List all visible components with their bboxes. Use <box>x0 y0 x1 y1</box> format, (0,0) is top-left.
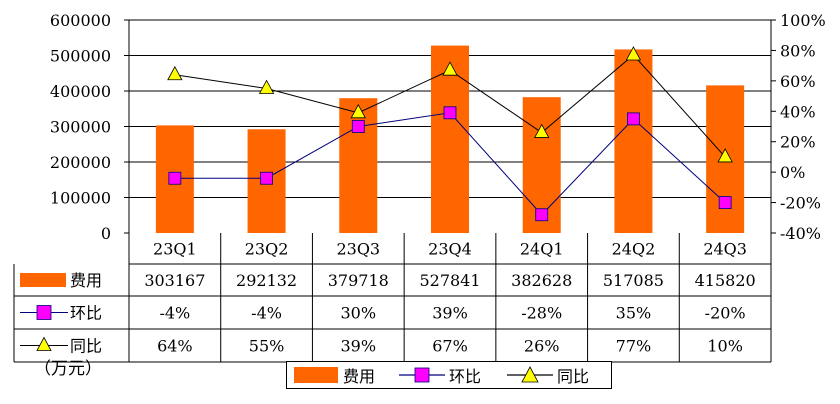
right-tick-label: 0% <box>780 163 805 182</box>
right-tick-label: -40% <box>780 224 821 243</box>
legend-bar-swatch <box>294 367 338 383</box>
left-tick-label: 400000 <box>50 82 111 101</box>
category-label: 24Q1 <box>520 240 564 259</box>
table-cell: 303167 <box>144 271 205 290</box>
mom-marker <box>535 208 549 222</box>
yoy-marker <box>258 79 275 94</box>
table-cell: 35% <box>616 304 652 323</box>
legend: 费用 环比 同比 <box>286 361 612 389</box>
category-label: 23Q1 <box>153 240 197 259</box>
row-key-triangle <box>36 336 52 351</box>
legend-label-mom: 环比 <box>449 367 482 386</box>
left-tick-label: 600000 <box>50 11 111 30</box>
table-cell: 517085 <box>603 271 664 290</box>
table-cell: -4% <box>159 304 190 323</box>
table-cell: 382628 <box>511 271 572 290</box>
right-tick-label: 40% <box>780 102 816 121</box>
legend-triangle-marker <box>507 366 553 383</box>
table-cell: 26% <box>524 337 560 356</box>
data-table: 23Q1 23Q2 23Q3 23Q4 24Q1 24Q2 24Q3 费用 303167 2921… <box>13 233 771 363</box>
left-tick-label: 300000 <box>50 118 111 137</box>
bar <box>431 45 469 234</box>
right-axis-ticks: 100% 80% 60% 40% 20% 0% -20% -40% <box>771 11 826 243</box>
row-header-label: 费用 <box>70 271 102 290</box>
table-cell: 10% <box>707 337 743 356</box>
table-cell: 415820 <box>695 271 756 290</box>
table-cell: 527841 <box>419 271 480 290</box>
mom-marker <box>443 106 457 120</box>
category-label: 23Q3 <box>336 240 380 259</box>
mom-marker <box>351 120 365 133</box>
bar <box>614 49 653 233</box>
table-cell: 64% <box>157 337 193 356</box>
line-series <box>167 46 733 222</box>
row-header-label: 环比 <box>70 304 102 323</box>
table-cell: 77% <box>616 337 652 356</box>
table-cell: -28% <box>521 304 562 323</box>
table-cell: -20% <box>705 304 746 323</box>
yoy-marker <box>534 123 550 138</box>
yoy-marker <box>717 148 733 163</box>
right-tick-label: 80% <box>780 41 816 60</box>
legend-square-marker <box>399 367 445 383</box>
table-cell: -4% <box>251 304 282 323</box>
yoy-marker <box>350 103 366 119</box>
table-cell: 292132 <box>236 271 297 290</box>
legend-item-mom: 环比 <box>399 362 481 388</box>
unit-label: （万元） <box>34 359 102 379</box>
row-header-label: 同比 <box>70 337 102 356</box>
left-tick-label: 500000 <box>50 47 111 66</box>
yoy-marker <box>442 61 458 76</box>
mom-marker <box>260 171 273 185</box>
mom-marker <box>718 196 732 209</box>
left-tick-label: 0 <box>101 224 111 243</box>
mom-marker <box>168 171 182 185</box>
category-label: 23Q2 <box>245 240 289 259</box>
table-cell: 67% <box>432 337 468 356</box>
yoy-marker <box>167 65 183 81</box>
left-tick-label: 100000 <box>50 189 111 208</box>
right-tick-label: 100% <box>780 11 826 30</box>
category-label: 23Q4 <box>428 240 472 259</box>
table-cell: 30% <box>341 304 377 323</box>
category-label: 24Q2 <box>612 240 656 259</box>
table-cell: 55% <box>249 337 285 356</box>
table-cell: 39% <box>432 304 468 323</box>
legend-item-yoy: 同比 <box>507 362 589 388</box>
left-axis-ticks: 600000 500000 400000 300000 200000 100000 0 <box>50 11 129 243</box>
legend-label-fee: 费用 <box>343 367 376 386</box>
row-key-bar <box>20 273 66 287</box>
table-cell: 379718 <box>328 271 389 290</box>
legend-label-yoy: 同比 <box>557 367 590 386</box>
mom-marker <box>627 112 640 126</box>
row-key-square <box>36 305 52 320</box>
bar <box>339 98 378 234</box>
right-tick-label: 20% <box>780 133 816 152</box>
table-cell: 39% <box>341 337 377 356</box>
yoy-marker <box>625 46 642 61</box>
right-tick-label: -20% <box>780 194 821 213</box>
category-label: 24Q3 <box>703 240 747 259</box>
right-tick-label: 60% <box>780 72 816 91</box>
legend-item-fee: 费用 <box>293 362 375 388</box>
left-tick-label: 200000 <box>50 153 111 172</box>
